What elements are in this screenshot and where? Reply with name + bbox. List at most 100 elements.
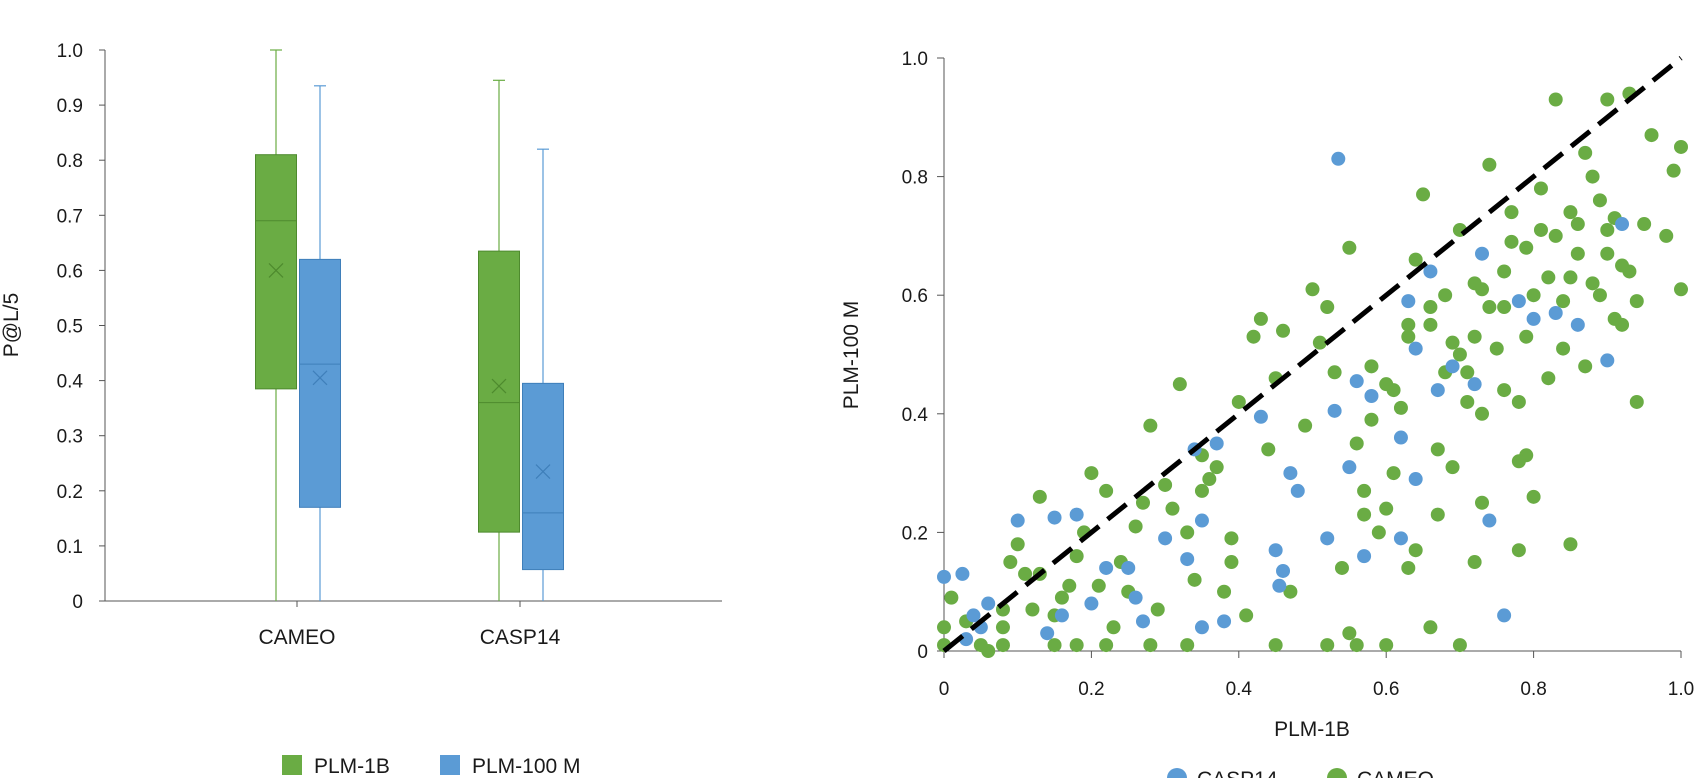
point-cameo [1069, 638, 1084, 653]
point-cameo [1526, 288, 1541, 303]
point-cameo [1099, 483, 1114, 498]
point-cameo [1209, 460, 1224, 475]
point-casp14 [1342, 460, 1357, 475]
y-tick-label: 1.0 [902, 49, 928, 70]
point-casp14 [937, 569, 951, 584]
point-casp14 [1069, 507, 1084, 522]
point-casp14 [1511, 294, 1526, 309]
point-cameo [1401, 329, 1416, 344]
point-cameo [1187, 572, 1202, 587]
point-cameo [1629, 394, 1644, 409]
point-cameo [1349, 436, 1364, 451]
legend-label: PLM-100 M [472, 755, 581, 778]
point-cameo [1143, 418, 1158, 433]
point-casp14 [1364, 389, 1379, 404]
box [522, 382, 564, 571]
point-cameo [1194, 483, 1209, 498]
point-cameo [1224, 555, 1239, 570]
point-casp14 [1526, 311, 1541, 326]
point-cameo [1430, 442, 1445, 457]
y-tick-label: 0.2 [57, 482, 83, 503]
point-cameo [1099, 638, 1114, 653]
y-tick-label: 0.9 [57, 96, 83, 117]
point-cameo [1482, 157, 1497, 172]
point-cameo [1364, 359, 1379, 374]
point-cameo [1180, 638, 1195, 653]
point-cameo [1497, 264, 1512, 279]
point-cameo [1607, 311, 1622, 326]
point-casp14 [1194, 513, 1209, 528]
point-cameo [1334, 560, 1349, 575]
point-casp14 [1272, 578, 1287, 593]
point-casp14 [1408, 472, 1423, 487]
point-casp14 [1548, 305, 1563, 320]
y-tick-label: 0.5 [57, 317, 83, 338]
legend-swatch [282, 755, 302, 775]
point-cameo [1511, 454, 1526, 469]
point-cameo [1629, 294, 1644, 309]
point-casp14 [1357, 549, 1372, 564]
point-casp14 [1010, 513, 1025, 528]
x-tick-label: 0.8 [1520, 679, 1546, 700]
point-cameo [1430, 507, 1445, 522]
point-cameo [1467, 329, 1482, 344]
y-tick-label: 1.0 [57, 41, 83, 62]
point-casp14 [1331, 151, 1346, 166]
point-cameo [1548, 92, 1563, 107]
point-cameo [1511, 394, 1526, 409]
point-cameo [1548, 228, 1563, 243]
point-cameo [1637, 217, 1652, 232]
point-cameo [1445, 335, 1460, 350]
point-cameo [1467, 555, 1482, 570]
point-cameo [1460, 365, 1475, 380]
point-cameo [1327, 365, 1342, 380]
scatter-plot-axes: 0 0.2 0.4 0.6 0.8 1.0 0 0.2 0.4 0.6 0.8 1.0 [902, 49, 1695, 700]
mean-marker [491, 378, 507, 394]
point-casp14 [1099, 560, 1114, 575]
point-cameo [1312, 335, 1327, 350]
point-cameo [1106, 620, 1121, 635]
point-cameo [1239, 608, 1254, 623]
point-cameo [1570, 246, 1585, 261]
point-cameo [1541, 371, 1556, 386]
point-casp14 [1040, 626, 1055, 641]
point-cameo [1246, 329, 1261, 344]
point-cameo [1666, 163, 1681, 178]
point-casp14 [1194, 620, 1209, 635]
point-cameo [1408, 543, 1423, 558]
point-casp14 [1180, 552, 1195, 567]
point-cameo [1054, 590, 1069, 605]
point-casp14 [1600, 353, 1615, 368]
point-casp14 [1054, 608, 1069, 623]
y-tick-label: 0.6 [902, 286, 928, 307]
point-cameo [1475, 495, 1490, 510]
legend-marker [1167, 768, 1187, 778]
point-cameo [1261, 442, 1276, 457]
point-cameo [1032, 489, 1047, 504]
point-cameo [1423, 620, 1438, 635]
point-casp14 [1401, 294, 1416, 309]
point-cameo [937, 620, 951, 635]
x-tick-label: 0.2 [1078, 679, 1104, 700]
point-cameo [1423, 300, 1438, 315]
point-casp14 [1121, 560, 1136, 575]
y-tick-label: 0.1 [57, 537, 83, 558]
point-cameo [1526, 489, 1541, 504]
point-cameo [1202, 472, 1217, 487]
point-cameo [1482, 300, 1497, 315]
point-cameo [1253, 311, 1268, 326]
point-cameo [1556, 341, 1571, 356]
point-cameo [1268, 638, 1283, 653]
box-plot-legend: PLM-1B PLM-100 M [282, 755, 581, 778]
y-tick-label: 0.6 [57, 261, 83, 282]
point-casp14 [959, 632, 974, 647]
point-casp14 [1327, 403, 1342, 418]
point-cameo [1585, 276, 1600, 291]
point-cameo [1563, 270, 1578, 285]
point-cameo [1460, 394, 1475, 409]
point-casp14 [1349, 374, 1364, 389]
point-casp14 [1467, 377, 1482, 392]
mean-marker [268, 262, 284, 278]
point-cameo [1342, 240, 1357, 255]
category-label: CAMEO [258, 626, 335, 649]
